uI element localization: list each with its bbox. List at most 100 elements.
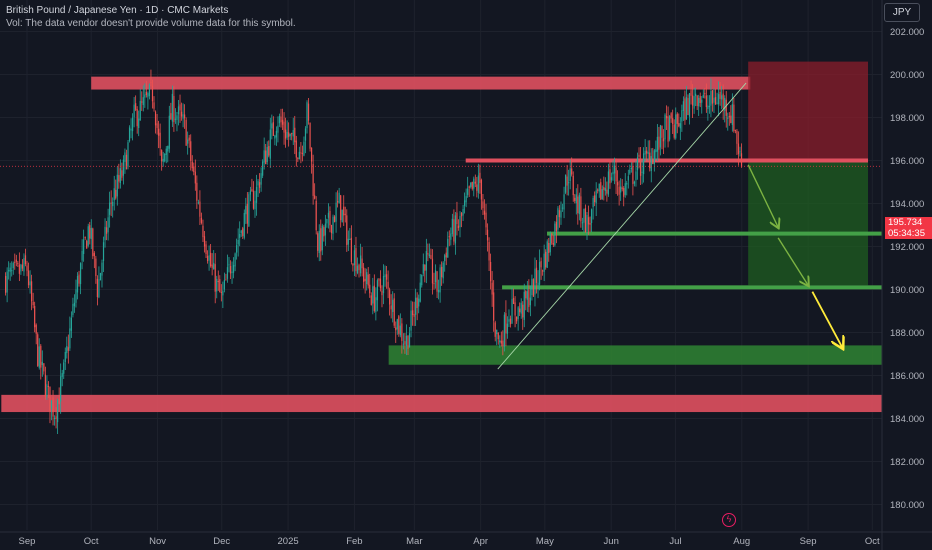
- candle-body: [714, 97, 717, 105]
- candle-body: [78, 274, 80, 284]
- candle-body: [486, 229, 489, 241]
- candle-body: [467, 188, 469, 195]
- candle-body: [214, 264, 216, 292]
- candle-body: [577, 196, 579, 214]
- price-axis[interactable]: 180.000 182.000 184.000 186.000 188.000 190.0…: [881, 0, 924, 550]
- candle-body: [413, 313, 415, 317]
- candle-body: [566, 176, 568, 186]
- candle-body: [60, 376, 62, 402]
- candle-body: [649, 152, 651, 169]
- candle-body: [590, 209, 593, 223]
- candle-body: [586, 215, 588, 232]
- candle-body: [23, 258, 25, 272]
- candle-body: [702, 94, 704, 98]
- candle-body: [581, 222, 584, 224]
- candle-body: [50, 400, 53, 409]
- candle-body: [242, 228, 244, 236]
- candle-body: [211, 264, 213, 268]
- candle-body: [574, 197, 576, 201]
- candle-body: [531, 278, 533, 296]
- candle-body: [482, 201, 484, 209]
- candle-body: [168, 115, 170, 149]
- candle-body: [411, 310, 414, 316]
- candlestick-series: [5, 69, 743, 435]
- candle-body: [66, 346, 68, 354]
- candle-body: [125, 154, 128, 170]
- candle-body: [662, 138, 665, 142]
- candle-body: [580, 196, 582, 222]
- candle-body: [473, 178, 475, 189]
- candle-body: [659, 125, 662, 148]
- candle-body: [708, 105, 710, 108]
- candle-body: [393, 298, 395, 326]
- candle-body: [470, 182, 472, 187]
- candle-body: [661, 125, 663, 138]
- candle-body: [587, 217, 590, 225]
- y-tick-label: 196.000: [890, 156, 924, 167]
- candle-body: [604, 187, 606, 192]
- candle-body: [716, 102, 718, 104]
- candle-body: [144, 94, 146, 98]
- candle-body: [5, 276, 7, 293]
- candle-body: [323, 227, 325, 237]
- candle-body: [636, 157, 639, 171]
- candle-body: [304, 128, 307, 141]
- candle-body: [665, 115, 668, 119]
- candle-body: [116, 174, 118, 197]
- candle-body: [203, 236, 206, 247]
- candle-body: [248, 194, 250, 227]
- candle-body: [135, 103, 137, 110]
- candle-body: [710, 90, 712, 106]
- candle-body: [543, 253, 545, 272]
- candle-body: [138, 118, 140, 128]
- candle-body: [678, 123, 680, 127]
- candle-body: [57, 400, 59, 423]
- candle-body: [349, 239, 351, 241]
- candle-body: [289, 133, 291, 137]
- candle-body: [266, 146, 268, 163]
- candle-body: [8, 270, 10, 272]
- symbol-title[interactable]: British Pound / Japanese Yen · 1D · CMC …: [6, 5, 229, 16]
- candle-body: [37, 334, 39, 366]
- x-tick-label: Mar: [406, 536, 422, 547]
- candle-body: [239, 234, 241, 238]
- y-tick-label: 184.000: [890, 414, 924, 425]
- y-tick-label: 186.000: [890, 371, 924, 382]
- candle-body: [433, 283, 435, 285]
- candle-body: [9, 267, 11, 272]
- time-axis[interactable]: Sep Oct Nov Dec 2025 Feb Mar Apr May Jun Jul Aug Sep…: [0, 531, 932, 547]
- currency-button[interactable]: JPY: [884, 3, 920, 22]
- candle-body: [652, 159, 654, 165]
- candle-body: [629, 169, 631, 174]
- candle-body: [139, 100, 141, 121]
- candle-body: [145, 91, 147, 96]
- lightning-icon[interactable]: ϟ: [722, 513, 736, 527]
- candle-body: [480, 179, 483, 200]
- candle-body: [542, 270, 544, 272]
- x-tick-label: Sep: [800, 536, 817, 547]
- candle-body: [612, 171, 614, 175]
- candle-body: [401, 323, 403, 341]
- y-tick-label: 182.000: [890, 457, 924, 468]
- candle-body: [707, 105, 709, 110]
- candle-body: [740, 153, 743, 167]
- candle-body: [167, 145, 169, 152]
- candle-body: [283, 121, 285, 133]
- candle-body: [75, 289, 77, 303]
- bar-countdown: 05:34:35: [888, 228, 925, 239]
- candle-body: [110, 202, 112, 204]
- candle-body: [99, 272, 102, 281]
- candle-body: [410, 310, 412, 331]
- candle-body: [491, 282, 493, 295]
- candle-body: [288, 132, 290, 137]
- candle-body: [340, 195, 342, 221]
- candle-body: [46, 384, 48, 397]
- candle-body: [538, 261, 541, 285]
- candle-body: [251, 189, 253, 192]
- candle-body: [102, 242, 105, 261]
- candle-body: [363, 267, 365, 282]
- candle-body: [311, 147, 313, 162]
- candle-body: [658, 136, 660, 150]
- target-1: [547, 231, 882, 236]
